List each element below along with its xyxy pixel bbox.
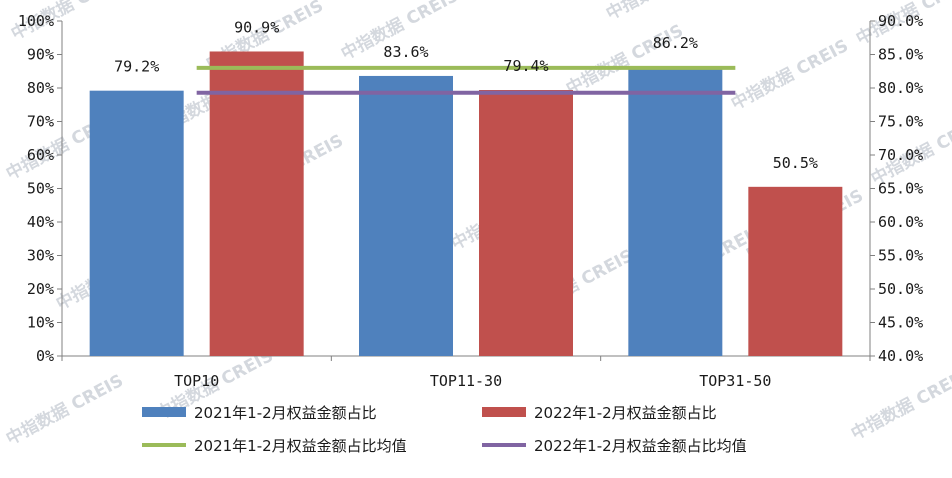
axes: 0% 10% 20% 30% 40% 50% 60% 70% 80% 90% 100% 40.0% 45… <box>18 12 923 390</box>
y-right-tick-label: 70.0% <box>878 146 923 164</box>
y-left-tick-label: 10% <box>27 314 54 332</box>
y-right-tick-label: 50.0% <box>878 280 923 298</box>
y-right-tick-label: 55.0% <box>878 247 923 265</box>
y-left-tick-label: 50% <box>27 180 54 198</box>
y-left-tick-label: 20% <box>27 280 54 298</box>
bar <box>748 186 843 356</box>
data-label: 79.2% <box>114 58 159 76</box>
bars <box>89 51 843 357</box>
y-left-tick-label: 70% <box>27 113 54 131</box>
bar <box>209 51 304 357</box>
legend-label: 2022年1-2月权益金额占比均值 <box>534 437 747 455</box>
data-label: 50.5% <box>773 154 818 172</box>
data-label: 90.9% <box>234 18 279 36</box>
watermark-text: 中指数据 CREIS <box>602 0 726 24</box>
y-right-tick-label: 60.0% <box>878 213 923 231</box>
legend-label: 2022年1-2月权益金额占比 <box>534 404 717 422</box>
legend: 2021年1-2月权益金额占比 2022年1-2月权益金额占比 2021年1-2月权… <box>142 404 747 455</box>
y-left-tick-label: 0% <box>36 347 54 365</box>
legend-label: 2021年1-2月权益金额占比 <box>194 404 377 422</box>
y-right-tick-label: 75.0% <box>878 113 923 131</box>
bar <box>628 67 723 356</box>
y-left-tick-label: 60% <box>27 146 54 164</box>
y-right-tick-label: 45.0% <box>878 314 923 332</box>
y-right-tick-label: 40.0% <box>878 347 923 365</box>
y-right-tick-label: 80.0% <box>878 79 923 97</box>
data-labels: 79.2% 83.6% 86.2% 90.9% 79.4% 50.5% <box>114 18 818 171</box>
data-label: 79.4% <box>503 57 548 75</box>
y-left-tick-label: 30% <box>27 247 54 265</box>
watermark-text: 中指数据 CREIS <box>2 370 126 449</box>
bar <box>89 90 184 357</box>
legend-swatch <box>142 407 186 417</box>
y-left-tick-label: 100% <box>18 12 54 30</box>
bar <box>479 90 573 356</box>
y-left-tick-label: 40% <box>27 213 54 231</box>
y-right-tick-label: 85.0% <box>878 46 923 64</box>
y-right-tick-label: 65.0% <box>878 180 923 198</box>
y-left-tick-label: 90% <box>27 46 54 64</box>
watermark-text: 中指数据 CREIS <box>727 35 851 114</box>
x-tick-label: TOP11-30 <box>430 372 502 390</box>
data-label: 83.6% <box>383 43 428 61</box>
legend-swatch <box>482 407 526 417</box>
data-label: 86.2% <box>653 34 698 52</box>
x-tick-label: TOP10 <box>174 372 219 390</box>
x-tick-label: TOP31-50 <box>699 372 771 390</box>
mean-lines <box>196 65 736 95</box>
bar <box>359 75 453 356</box>
legend-label: 2021年1-2月权益金额占比均值 <box>194 437 407 455</box>
y-left-tick-label: 80% <box>27 79 54 97</box>
watermark-text: 中指数据 CREIS <box>847 365 952 444</box>
y-right-tick-label: 90.0% <box>878 12 923 30</box>
